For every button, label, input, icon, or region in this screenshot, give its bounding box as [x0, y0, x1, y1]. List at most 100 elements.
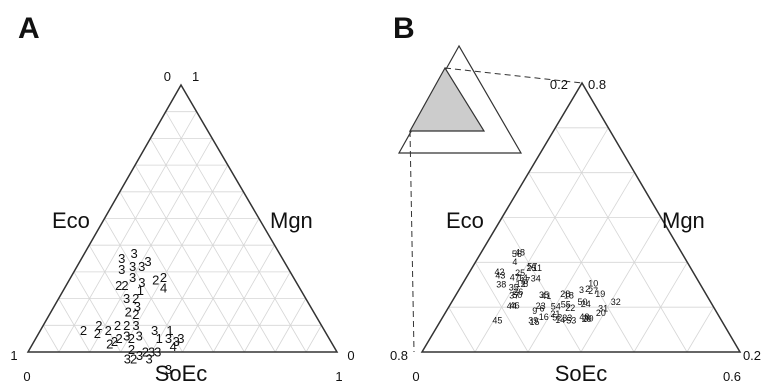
- panel-b-point-label: 48: [579, 312, 589, 322]
- panel-a-point-label: 3: [144, 254, 151, 269]
- panel-a-point-label: 2: [132, 291, 139, 306]
- panel-b-right-top-label: 0.2: [743, 348, 761, 363]
- panel-a-point-label: 2: [130, 352, 137, 367]
- panel-b-point-label: 12: [516, 279, 526, 289]
- panel-a-gridline: [42, 325, 60, 353]
- panel-b-point-label: 24: [581, 299, 591, 309]
- panel-b-gridline: [580, 217, 662, 353]
- panel-b-points: 3220312930481924532750210332231452551821…: [492, 248, 620, 327]
- panel-a-point-label: 2: [121, 278, 128, 293]
- panel-b-point-label: 44: [507, 301, 517, 311]
- panel-a-point-label: 2: [106, 337, 113, 352]
- zoom-connector-top: [444, 67, 583, 84]
- panel-a-point-label: 3: [173, 334, 180, 349]
- panel-a-point-label: 2: [142, 345, 149, 360]
- inset-overview: [397, 44, 523, 154]
- panel-b-point-label: 18: [564, 290, 574, 300]
- panel-a-point-label: 1: [156, 331, 163, 346]
- panel-a-gridline: [120, 164, 229, 353]
- panel-a-gridline: [182, 218, 260, 353]
- panel-a-gridline: [305, 325, 322, 353]
- panel-b-point-label: 55: [561, 300, 571, 310]
- panel-a-letter: A: [18, 12, 40, 45]
- panel-b-top-right-label: 0.8: [588, 77, 606, 92]
- panel-a-point-label: 2: [111, 334, 118, 349]
- panel-b-point-label: 16: [539, 312, 549, 322]
- panel-a-point-label: 2: [115, 278, 122, 293]
- panel-b: B 0.2 0.8 0.8 0.2 0 0.6 Eco Mgn SoEc 322…: [390, 12, 761, 385]
- panel-a-point-label: 2: [128, 342, 135, 357]
- panel-a-top-left-label: 0: [164, 69, 171, 84]
- panel-a-gridline: [243, 271, 291, 353]
- panel-a-point-label: 2: [152, 273, 159, 288]
- panel-a-point-label: 3: [118, 251, 125, 266]
- panel-a-gridline: [150, 138, 276, 353]
- panel-b-gridline: [686, 306, 715, 353]
- panel-b-point-label: 56: [512, 249, 522, 259]
- panel-b-triangle-frame: [420, 81, 742, 353]
- panel-b-point-label: 50: [512, 290, 522, 300]
- panel-b-point-label: 46: [510, 301, 520, 311]
- panel-a-gridline: [58, 111, 197, 353]
- panel-b-point-label: 38: [496, 280, 506, 290]
- panel-b-point-label: 4: [512, 257, 517, 267]
- panel-b-point-label: 53: [566, 315, 576, 325]
- panel-b-point-label: 33: [562, 313, 572, 323]
- panel-a-point-label: 2: [80, 323, 87, 338]
- panel-a-point-label: 4: [170, 339, 177, 354]
- panel-a-point-label: 4: [160, 281, 167, 296]
- panel-a-point-label: 3: [129, 270, 136, 285]
- panel-b-point-label: 29: [582, 314, 592, 324]
- panel-a-eco-axis-label: Eco: [52, 208, 90, 233]
- panel-a-point-label: 3: [165, 362, 172, 377]
- panel-b-point-label: 21: [550, 309, 560, 319]
- panel-a-point-label: 3: [129, 259, 136, 274]
- panel-b-point-label: 28: [560, 289, 570, 299]
- panel-b-point-label: 10: [588, 279, 598, 289]
- panel-b-point-label: 54: [551, 301, 561, 311]
- panel-a-point-label: 1: [166, 323, 173, 338]
- panel-b-gridline: [554, 127, 688, 353]
- panel-b-point-label: 43: [495, 271, 505, 281]
- panel-a-point-label: 3: [134, 299, 141, 314]
- panel-b-gridline: [501, 217, 582, 353]
- panel-b-point-label: 3: [579, 285, 584, 295]
- panel-a-soec-axis-label: SoEc: [155, 361, 208, 385]
- panel-a-point-label: 2: [115, 331, 122, 346]
- panel-b-letter: B: [393, 12, 415, 45]
- panel-a-point-label: 3: [145, 352, 152, 367]
- inset-zoom-region: [408, 66, 486, 132]
- panel-a-point-label: 1: [137, 283, 144, 298]
- panel-b-point-label: 45: [492, 315, 502, 325]
- panel-b-point-label: 31: [598, 304, 608, 314]
- panel-b-point-label: 47: [510, 273, 520, 283]
- panel-b-eco-axis-label: Eco: [446, 208, 484, 233]
- panel-b-point-label: 30: [583, 313, 593, 323]
- panel-a-point-label: 2: [128, 331, 135, 346]
- zoom-connector-left: [409, 130, 415, 353]
- panel-a-gridline: [165, 111, 307, 353]
- panel-b-point-label: 37: [509, 291, 519, 301]
- panel-b-point-label: 35: [509, 282, 519, 292]
- panel-b-point-label: 11: [533, 263, 542, 273]
- panel-b-point-label: 22: [565, 303, 575, 313]
- panel-a-point-label: 3: [165, 331, 172, 346]
- panel-b-gridline: [527, 172, 636, 353]
- panel-a-point-label: 3: [118, 262, 125, 277]
- panel-a-point-label: 3: [123, 329, 130, 344]
- panel-b-soec-axis-label: SoEc: [555, 361, 608, 385]
- panel-b-point-label: 15: [529, 317, 539, 327]
- panel-a-right-bottom-label: 1: [335, 369, 342, 384]
- panel-b-point-label: 48: [515, 248, 525, 258]
- panel-b-point-label: 27: [588, 286, 598, 296]
- panel-b-point-label: 14: [555, 315, 565, 325]
- panel-b-point-label: 17: [520, 275, 530, 285]
- panel-a-point-label: 3: [138, 259, 145, 274]
- panel-b-point-label: 39: [528, 315, 538, 325]
- panel-b-point-label: 20: [596, 308, 606, 318]
- panel-b-point-label: 8: [523, 279, 528, 289]
- panel-b-gridline: [474, 127, 609, 353]
- panel-a-point-label: 3: [132, 318, 139, 333]
- panel-a-point-label: 3: [154, 345, 161, 360]
